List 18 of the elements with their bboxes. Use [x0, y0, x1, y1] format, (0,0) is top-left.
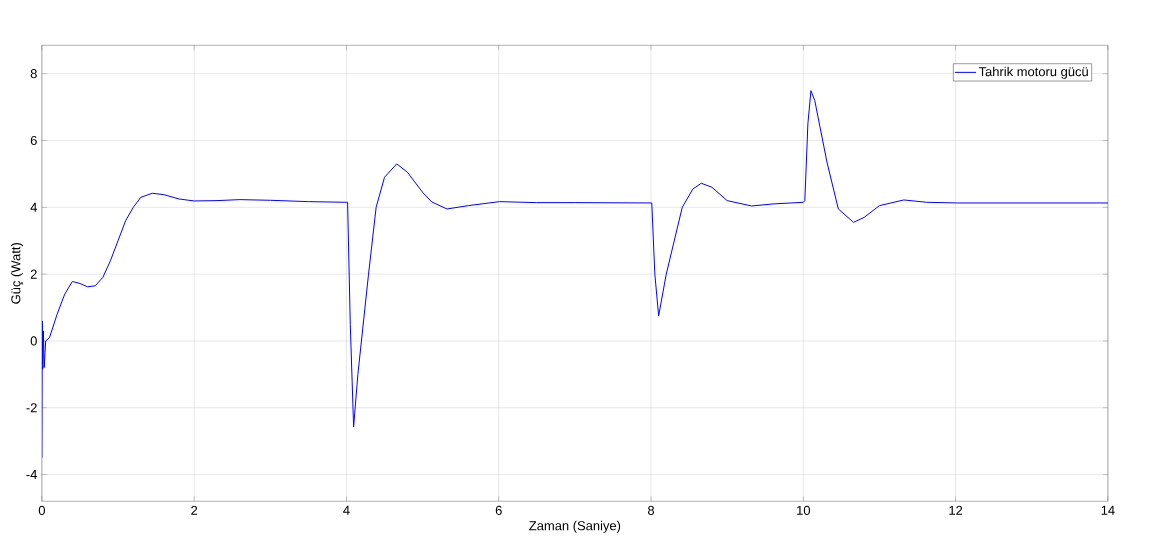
y-tick-label: 4 — [30, 202, 37, 212]
y-tick-label: 8 — [30, 69, 37, 79]
x-tick-label: 0 — [38, 505, 45, 515]
x-tick-label: 2 — [191, 505, 198, 515]
y-tick-label: -2 — [26, 403, 37, 413]
x-tick-label: 10 — [797, 505, 811, 515]
x-tick-label: 6 — [495, 505, 502, 515]
y-axis-title: Güç (Watt) — [10, 242, 24, 304]
legend-label: Tahrik motoru gücü — [978, 66, 1088, 79]
x-axis-title: Zaman (Saniye) — [529, 520, 621, 533]
y-tick-label: -4 — [26, 470, 37, 479]
x-tick-label: 4 — [343, 505, 350, 515]
x-tick-label: 14 — [1101, 505, 1115, 515]
y-tick-label: 6 — [30, 135, 37, 145]
y-tick-label: 2 — [30, 269, 37, 279]
x-tick-label: 8 — [647, 505, 655, 515]
x-tick-label: 12 — [949, 505, 963, 515]
y-tick-label: 0 — [30, 336, 37, 346]
